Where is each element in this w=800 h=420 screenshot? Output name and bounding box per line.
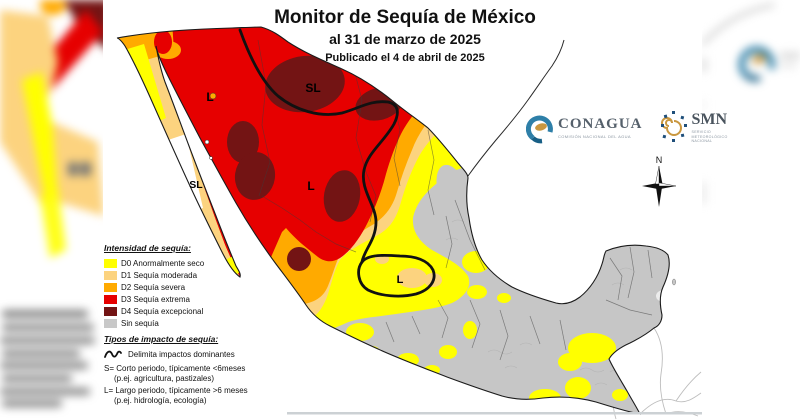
short-term-line: S= Corto periodo, típicamente <6meses bbox=[104, 363, 246, 373]
legend-row-d2: D2 Sequía severa bbox=[104, 281, 269, 293]
conagua-wordmark: CONAGUA bbox=[558, 116, 643, 132]
label-baja-sur: SL bbox=[189, 179, 203, 191]
legend-row-d3: D3 Sequía extrema bbox=[104, 293, 269, 305]
d2-swatch bbox=[104, 282, 117, 292]
title-block: Monitor de Sequía de México al 31 de mar… bbox=[105, 0, 705, 64]
image-bottom-edge bbox=[287, 412, 702, 415]
delimiter-label: Delimita impactos dominantes bbox=[128, 349, 235, 359]
label-sonora: L bbox=[206, 90, 213, 104]
date-subtitle: al 31 de marzo de 2025 bbox=[329, 30, 481, 47]
d0-patches bbox=[338, 251, 628, 407]
page-title: Monitor de Sequía de México bbox=[274, 7, 536, 28]
d0-swatch bbox=[104, 258, 117, 268]
d0-label: D0 Anormalmente seco bbox=[121, 258, 205, 268]
legend-row-none: Sin sequía bbox=[104, 317, 269, 329]
smn-tagline-3: NACIONAL bbox=[691, 139, 713, 144]
short-term-examples: (p.ej. agricultura, pastizales) bbox=[114, 373, 215, 383]
impact-delimiter-loop bbox=[357, 253, 436, 298]
agency-logos: CONAGUA COMISIÓN NACIONAL DEL AGUA bbox=[526, 104, 727, 152]
terrain-texture bbox=[445, 219, 633, 386]
delimiter-row: Delimita impactos dominantes bbox=[104, 348, 289, 360]
impact-legend: Tipos de impacto de sequía: Delimita imp… bbox=[104, 334, 289, 405]
impact-legend-title: Tipos de impacto de sequía: bbox=[104, 334, 219, 344]
no-drought-swatch bbox=[104, 318, 117, 328]
smn-spiral-icon bbox=[660, 111, 687, 142]
map-impact-labels: L SL SL L L bbox=[189, 81, 403, 286]
compass-north-label: N bbox=[656, 155, 663, 165]
state-borders bbox=[257, 39, 653, 361]
no-drought-label: Sin sequía bbox=[121, 318, 159, 328]
islands bbox=[204, 92, 676, 286]
long-term-examples: (p.ej. hidrología, ecología) bbox=[114, 396, 207, 405]
d2-label: D2 Sequía severa bbox=[121, 282, 186, 292]
d3-label: D3 Sequía extrema bbox=[121, 294, 190, 304]
conagua-tagline: COMISIÓN NACIONAL DEL AGUA bbox=[558, 134, 632, 139]
d1-label: D1 Sequía moderada bbox=[121, 270, 198, 280]
smn-tagline-2: METEOROLÓGICO bbox=[691, 134, 728, 139]
blurred-right-strip bbox=[702, 0, 800, 420]
label-centro: L bbox=[397, 274, 404, 286]
d3-swatch bbox=[104, 294, 117, 304]
compass-rose: N bbox=[642, 155, 677, 207]
blurred-left-strip bbox=[0, 0, 103, 420]
intensity-legend-title: Intensidad de sequía: bbox=[104, 243, 191, 253]
long-term-line: L= Largo periodo, típicamente >6 meses bbox=[104, 386, 248, 395]
d4-swatch bbox=[104, 306, 117, 316]
label-durango: L bbox=[307, 179, 314, 193]
legend-row-d1: D1 Sequía moderada bbox=[104, 269, 269, 281]
texas-coastline bbox=[467, 39, 565, 177]
legend-row-d4: D4 Sequía excepcional bbox=[104, 305, 269, 317]
impact-delimiter-line bbox=[238, 28, 436, 298]
legend-row-d0: D0 Anormalmente seco bbox=[104, 257, 269, 269]
label-chihuahua: SL bbox=[305, 81, 320, 95]
intensity-legend: Intensidad de sequía: D0 Anormalmente se… bbox=[104, 243, 269, 329]
conagua-logo: CONAGUA COMISIÓN NACIONAL DEL AGUA bbox=[526, 110, 643, 146]
smn-tagline-1: SERVICIO bbox=[691, 129, 712, 134]
published-subtitle: Publicado el 4 de abril de 2025 bbox=[325, 52, 485, 65]
smn-wordmark: SMN bbox=[691, 110, 728, 128]
conagua-water-icon bbox=[526, 115, 553, 144]
smn-logo: SMN SERVICIO METEOROLÓGICO NACIONAL bbox=[659, 108, 728, 148]
d4-label: D4 Sequía excepcional bbox=[121, 306, 204, 316]
d1-swatch bbox=[104, 270, 117, 280]
delimiter-squiggle-icon bbox=[104, 350, 122, 358]
